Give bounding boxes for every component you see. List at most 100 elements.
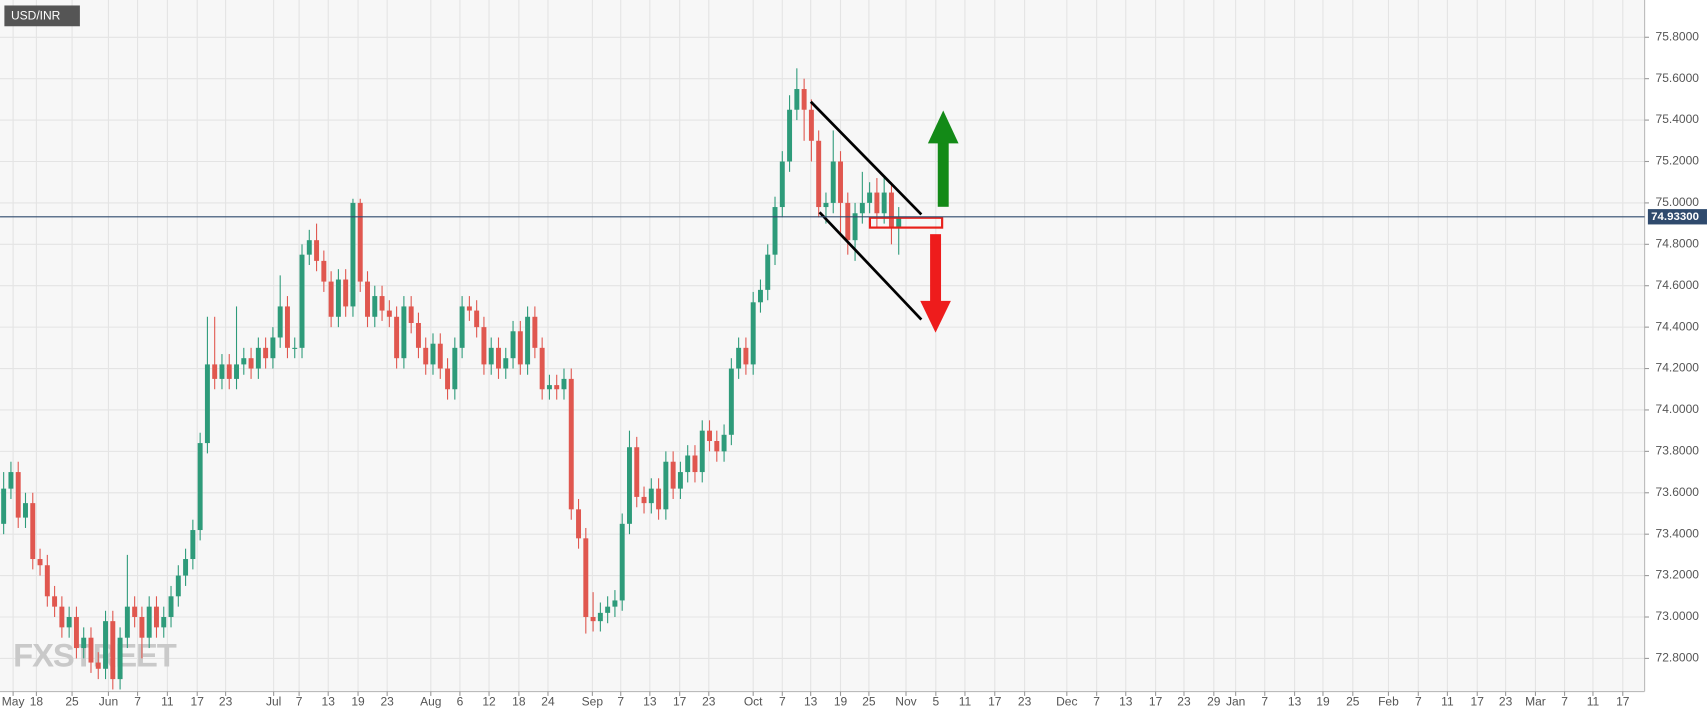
candle-body — [648, 488, 654, 504]
candle-body — [430, 343, 436, 365]
x-tick-label: 7 — [1561, 695, 1568, 709]
candle-body — [372, 296, 378, 317]
x-tick-label: 13 — [643, 695, 657, 709]
candle-body — [597, 612, 603, 622]
candle-body — [627, 447, 632, 524]
x-tick-label: 23 — [1018, 695, 1032, 709]
x-tick-label: 7 — [617, 695, 624, 709]
candle-body — [328, 281, 334, 317]
candle-body — [612, 600, 618, 607]
x-tick-label: 25 — [862, 695, 876, 709]
candle-body — [510, 331, 516, 359]
x-tick-label: Jan — [1226, 695, 1245, 709]
x-tick-label: 13 — [804, 695, 818, 709]
candle-body — [517, 331, 523, 365]
candle-body — [481, 327, 487, 365]
candle-body — [787, 109, 793, 162]
candle-body — [859, 202, 865, 214]
x-tick-label: 7 — [1093, 695, 1100, 709]
y-tick-label: 75.6000 — [1656, 71, 1700, 85]
x-tick-label: 6 — [457, 695, 464, 709]
candle-body — [736, 347, 742, 369]
candle-body — [779, 161, 785, 208]
candle-body — [175, 575, 181, 597]
candle-body — [52, 596, 58, 607]
candle-body — [532, 316, 538, 348]
candle-body — [343, 279, 349, 307]
x-tick-label: 7 — [1261, 695, 1268, 709]
y-tick-label: 75.0000 — [1656, 195, 1700, 209]
candle-body — [605, 606, 611, 613]
candle-body — [881, 192, 887, 214]
candle-body — [445, 368, 451, 390]
x-tick-label: Aug — [420, 695, 441, 709]
candle-body — [670, 461, 676, 489]
candle-body — [437, 343, 443, 369]
candle-body — [568, 378, 574, 510]
candle-body — [350, 202, 356, 307]
x-tick-label: 17 — [191, 695, 205, 709]
x-tick-label: 5 — [932, 695, 939, 709]
candle-body — [255, 347, 261, 369]
x-tick-label: 13 — [322, 695, 336, 709]
candle-body — [823, 202, 829, 208]
candle-body — [896, 217, 902, 228]
candle-body — [103, 621, 109, 669]
x-tick-label: 18 — [512, 695, 526, 709]
x-tick-label: 7 — [296, 695, 303, 709]
x-tick-label: 23 — [219, 695, 233, 709]
x-tick-label: 11 — [1441, 695, 1454, 709]
x-tick-label: 11 — [1587, 695, 1600, 709]
y-tick-label: 73.4000 — [1656, 526, 1700, 540]
candle-body — [95, 662, 101, 669]
y-tick-label: 74.8000 — [1656, 236, 1700, 250]
plot-area — [0, 0, 1645, 692]
x-tick-label: 19 — [834, 695, 848, 709]
chart-title: USD/INR — [11, 9, 61, 23]
candle-body — [241, 358, 247, 365]
x-tick-label: Mar — [1525, 695, 1546, 709]
candle-body — [226, 364, 232, 379]
candle-body — [554, 385, 560, 390]
candle-body — [284, 306, 290, 348]
candle-body — [15, 472, 21, 518]
breakout-box — [868, 216, 944, 229]
candle-body — [459, 306, 465, 348]
x-tick-label: 19 — [1316, 695, 1330, 709]
x-tick-label: 12 — [482, 695, 496, 709]
y-tick-label: 73.8000 — [1656, 444, 1700, 458]
candle-body — [765, 254, 771, 290]
up-arrow-shaft — [937, 142, 949, 207]
candle-body — [452, 347, 458, 390]
watermark: FXSTREET — [13, 636, 177, 673]
candle-body — [219, 364, 225, 379]
candle-body — [379, 296, 385, 311]
candle-body — [728, 368, 734, 435]
up-arrow-head — [927, 110, 959, 144]
candle-body — [466, 306, 472, 311]
candle-body — [474, 310, 480, 328]
candle-body — [590, 617, 596, 622]
candle-body — [415, 322, 421, 348]
candle-body — [183, 559, 189, 576]
x-tick-label: 17 — [1149, 695, 1163, 709]
candle-body — [88, 637, 94, 663]
last-price-badge — [1647, 209, 1707, 225]
candle-body — [488, 347, 494, 365]
candle-body — [888, 192, 894, 228]
candle-body — [772, 207, 778, 255]
candle-body — [867, 192, 873, 203]
candle-body — [634, 447, 640, 497]
x-tick-label: 23 — [702, 695, 716, 709]
candle-body — [845, 202, 851, 241]
candle-body — [714, 441, 720, 452]
y-tick-label: 74.0000 — [1656, 402, 1700, 416]
candle-body — [808, 109, 814, 141]
candle-body — [292, 347, 298, 349]
candle-body — [641, 496, 647, 504]
candle-body — [204, 364, 210, 444]
candle-body — [117, 637, 123, 680]
candle-body — [357, 202, 363, 282]
